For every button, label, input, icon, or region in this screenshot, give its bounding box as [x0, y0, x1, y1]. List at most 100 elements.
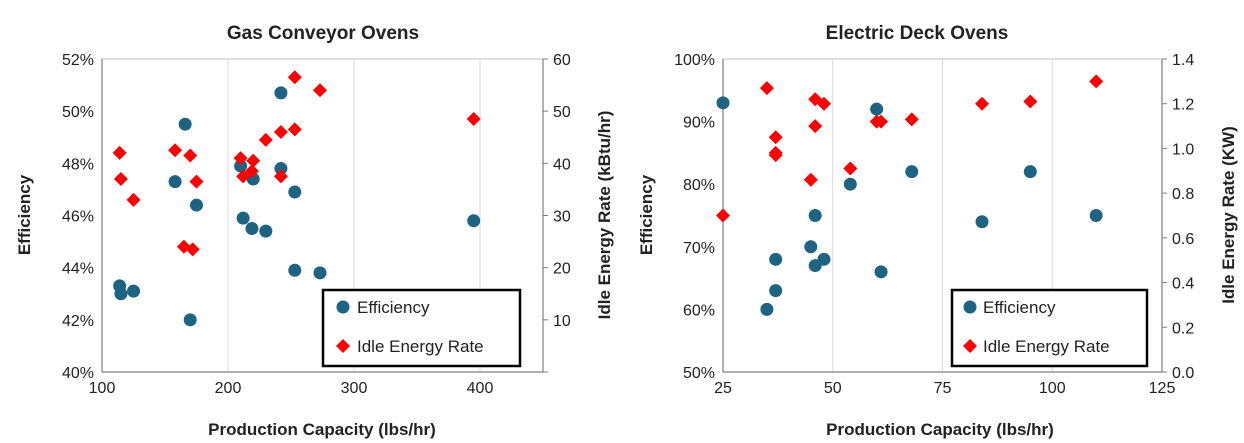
y-tick-label: 46% — [62, 209, 94, 226]
y-tick-labels: 50% 60% 70% 80% 90% 100% — [674, 52, 715, 382]
y-tick-label: 52% — [62, 52, 94, 69]
x-tick-labels: 25 50 75 100 125 — [714, 380, 1175, 397]
efficiency-point — [288, 185, 302, 199]
x-tick-label: 50 — [824, 380, 842, 397]
idle-energy-rate-point — [287, 70, 302, 85]
x-tick-label: 125 — [1149, 380, 1176, 397]
efficiency-point — [975, 215, 989, 229]
y-tick-label: 50% — [62, 104, 94, 121]
idle-energy-rate-point — [768, 130, 783, 145]
y2-tick-label: 0.2 — [1172, 320, 1194, 337]
idle-energy-rate-point — [168, 143, 183, 158]
efficiency-point — [178, 117, 192, 131]
efficiency-point — [843, 177, 857, 191]
efficiency-point — [245, 222, 259, 236]
y2-tick-label: 20 — [553, 261, 571, 278]
efficiency-point — [716, 96, 730, 110]
legend-box — [950, 288, 1149, 368]
idle-energy-rate-point — [759, 81, 774, 96]
idle-energy-rate-point — [258, 132, 273, 147]
chart-electric-deck-ovens: Electric Deck Ovens 25 50 75 100 125 50%… — [637, 23, 1238, 439]
y2-tick-label: 0.0 — [1172, 365, 1194, 382]
efficiency-point — [259, 224, 273, 238]
idle-energy-rate-point — [803, 172, 818, 187]
idle-energy-rate-point — [874, 114, 889, 129]
y-axis-label: Efficiency — [15, 174, 34, 255]
y2-tick-label: 10 — [553, 313, 571, 330]
y2-tick-labels: 0.0 0.2 0.4 0.6 0.8 1.0 1.2 1.4 — [1172, 52, 1194, 382]
y2-tick-label: 40 — [553, 156, 571, 173]
y-tick-label: 60% — [683, 302, 715, 319]
efficiency-point — [769, 284, 783, 298]
x-tick-label: 75 — [934, 380, 952, 397]
y2-tick-label: 30 — [553, 209, 571, 226]
chart-title: Electric Deck Ovens — [826, 23, 1009, 44]
x-tick-label: 100 — [89, 380, 116, 397]
efficiency-point — [114, 287, 128, 301]
efficiency-point — [127, 284, 140, 298]
y-tick-label: 40% — [62, 365, 94, 382]
efficiency-point — [874, 265, 888, 279]
y-axis-label: Efficiency — [637, 174, 656, 255]
y-tick-label: 48% — [62, 156, 94, 173]
legend-label-idle-energy-rate: Idle Energy Rate — [983, 337, 1110, 356]
idle-energy-rate-point — [273, 169, 288, 184]
idle-energy-rate-point — [183, 148, 198, 163]
y-tick-label: 90% — [683, 115, 715, 132]
efficiency-point — [274, 86, 288, 100]
efficiency-point — [817, 252, 831, 266]
idle-energy-rate-point — [904, 112, 919, 127]
idle-energy-rate-point — [312, 83, 327, 98]
legend-box — [321, 288, 522, 368]
efficiency-point — [870, 102, 884, 116]
legend-marker-efficiency — [336, 300, 350, 314]
data-marks — [112, 70, 481, 327]
idle-energy-rate-point — [1089, 74, 1104, 89]
efficiency-point — [234, 159, 248, 173]
efficiency-point — [274, 162, 288, 176]
idle-energy-rate-point — [112, 145, 127, 160]
x-axis-label: Production Capacity (lbs/hr) — [826, 420, 1054, 439]
idle-energy-rate-point — [189, 174, 204, 189]
y2-tick-label: 0.8 — [1172, 186, 1194, 203]
x-tick-label: 100 — [1039, 380, 1066, 397]
x-tick-label: 200 — [215, 380, 242, 397]
y-tick-label: 42% — [62, 313, 94, 330]
idle-energy-rate-point — [716, 208, 730, 223]
efficiency-point — [190, 198, 203, 212]
y2-tick-label: 0.4 — [1172, 276, 1194, 293]
efficiency-point — [905, 165, 919, 179]
x-tick-labels: 100 200 300 400 — [89, 380, 494, 397]
idle-energy-rate-point — [273, 125, 288, 140]
efficiency-point — [288, 263, 302, 277]
legend-label-efficiency: Efficiency — [983, 298, 1056, 317]
chart-gas-conveyor-ovens: Gas Conveyor Ovens 100 200 300 400 40% 4… — [15, 23, 614, 439]
efficiency-point — [467, 214, 481, 228]
y-tick-label: 100% — [674, 52, 715, 69]
idle-energy-rate-point — [466, 111, 481, 126]
legend: Efficiency Idle Energy Rate — [950, 288, 1149, 368]
x-axis-label: Production Capacity (lbs/hr) — [208, 420, 436, 439]
x-tick-label: 300 — [341, 380, 368, 397]
y-tick-label: 80% — [683, 177, 715, 194]
efficiency-point — [168, 175, 182, 189]
idle-energy-rate-point — [808, 119, 823, 134]
efficiency-point — [769, 252, 783, 266]
legend: Efficiency Idle Energy Rate — [321, 288, 522, 368]
y-tick-label: 50% — [683, 365, 715, 382]
idle-energy-rate-point — [246, 153, 261, 168]
efficiency-point — [1023, 165, 1037, 179]
idle-energy-rate-point — [233, 151, 248, 166]
y2-tick-label: 50 — [553, 104, 571, 121]
legend-label-efficiency: Efficiency — [357, 298, 430, 317]
legend-marker-idle-energy-rate — [963, 339, 977, 353]
efficiency-point — [313, 266, 327, 280]
efficiency-point — [236, 211, 250, 225]
idle-energy-rate-point — [244, 164, 259, 179]
chart-title: Gas Conveyor Ovens — [227, 23, 419, 44]
data-marks — [716, 74, 1104, 316]
efficiency-point — [760, 302, 774, 316]
idle-energy-rate-point — [185, 242, 200, 257]
idle-energy-rate-point — [113, 171, 128, 186]
